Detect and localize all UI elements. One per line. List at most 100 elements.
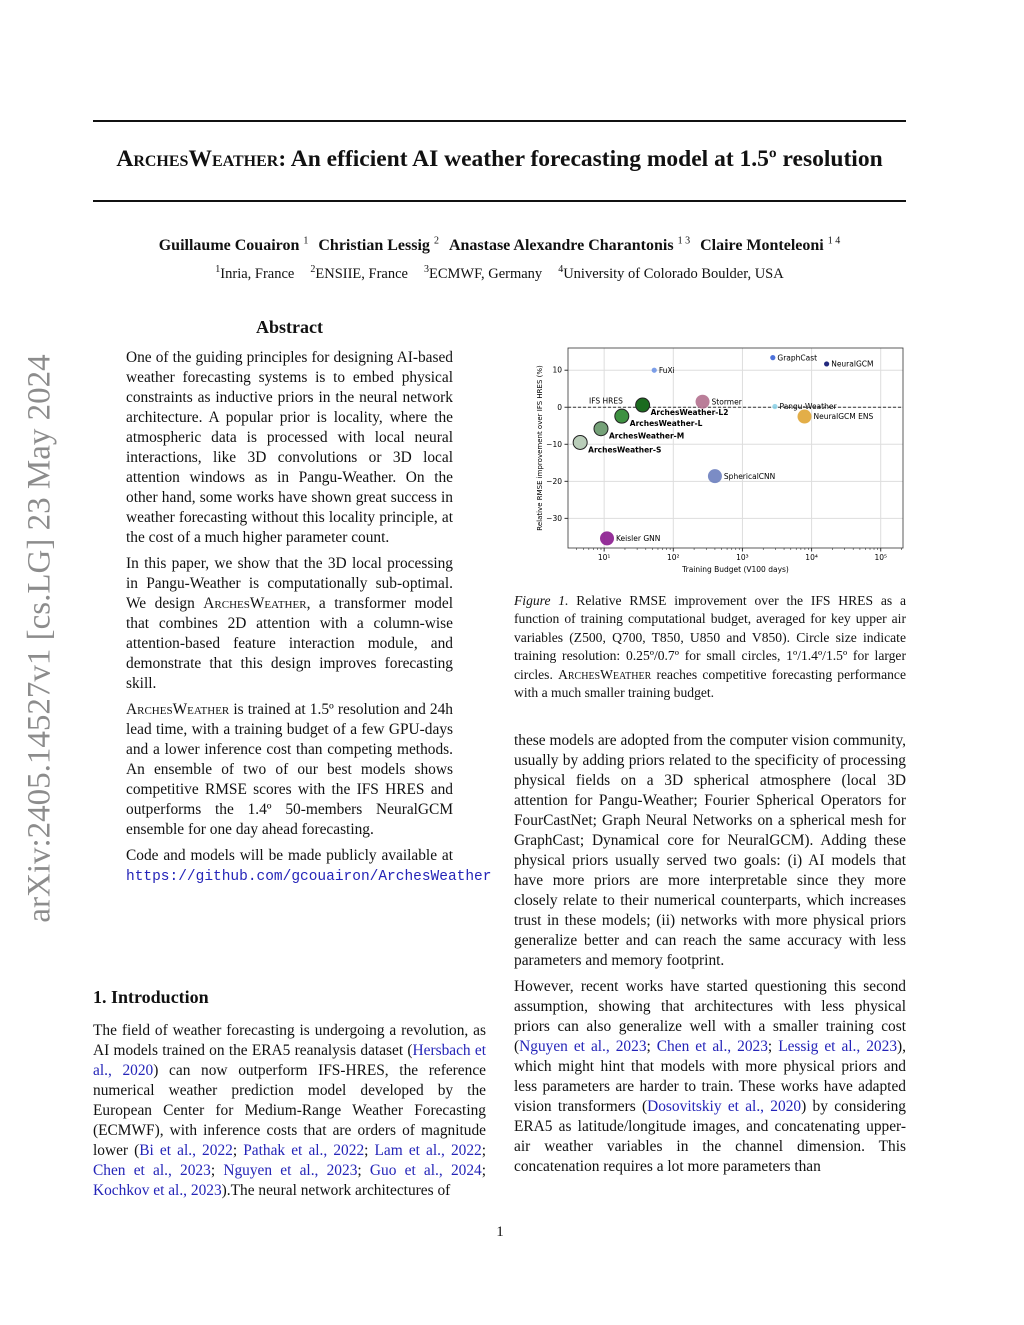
- model-name: ArchesWeather: [203, 595, 307, 612]
- data-point: [797, 409, 812, 424]
- arxiv-stamp: arXiv:2405.14527v1 [cs.LG] 23 May 2024: [21, 354, 58, 923]
- point-label: NeuralGCM: [831, 360, 873, 369]
- citation-link[interactable]: Nguyen et al., 2023: [519, 1038, 647, 1055]
- figure-label: Figure 1.: [514, 593, 569, 608]
- citation-link[interactable]: Kochkov et al., 2023: [93, 1182, 222, 1199]
- author: Christian Lessig 2: [318, 236, 439, 255]
- paper-title: ArchesWeather: An efficient AI weather f…: [93, 146, 906, 173]
- point-label: Stormer: [712, 397, 743, 406]
- citation-link[interactable]: Guo et al., 2024: [369, 1162, 482, 1179]
- citation-link[interactable]: Chen et al., 2023: [93, 1162, 211, 1179]
- paragraph: these models are adopted from the comput…: [514, 731, 906, 971]
- affiliation: 4University of Colorado Boulder, USA: [558, 264, 784, 282]
- x-tick-label: 10⁴: [805, 553, 818, 562]
- data-point: [695, 394, 710, 409]
- text-run: ) by considering ERA5 as latitude/longit…: [514, 1098, 906, 1175]
- x-tick-label: 10⁵: [874, 553, 887, 562]
- y-tick-label: 10: [552, 366, 562, 375]
- affiliation-list: 1Inria, France 2ENSIIE, France 3ECMWF, Ger…: [93, 264, 906, 283]
- text-run: ;: [481, 1162, 487, 1179]
- citation-link[interactable]: Dosovitskiy et al., 2020: [647, 1098, 802, 1115]
- data-point: [572, 434, 588, 450]
- citation-link[interactable]: Lessig et al., 2023: [778, 1038, 898, 1055]
- citation-link[interactable]: Pathak et al., 2022: [243, 1142, 365, 1159]
- affiliation-text: ENSIIE, France: [315, 265, 408, 282]
- author: Guillaume Couairon 1: [159, 236, 309, 254]
- paragraph: Code and models will be made publicly av…: [126, 846, 491, 887]
- point-label: FuXi: [659, 366, 675, 375]
- author: Anastase Alexandre Charantonis 1 3: [448, 236, 691, 255]
- citation-link[interactable]: Hersbach et al., 2020: [93, 1042, 486, 1079]
- text-run: The field of weather forecasting is unde…: [93, 1022, 486, 1059]
- affiliation-number: 1: [215, 264, 221, 275]
- point-label: Keisler GNN: [616, 534, 660, 543]
- text-run: In this paper, we show that the 3D local…: [126, 555, 453, 612]
- right-column-body: these models are adopted from the comput…: [514, 731, 906, 1183]
- affiliation-number: 3: [423, 264, 429, 275]
- code-url-link[interactable]: https://github.com/gcouairon/ArchesWeath…: [126, 869, 492, 885]
- text-run: ;: [481, 1142, 487, 1159]
- text-run: Code and models will be made publicly av…: [126, 847, 453, 864]
- author-affiliation: 2: [433, 236, 439, 247]
- y-tick-label: −20: [546, 477, 562, 486]
- author-name: Anastase Alexandre Charantonis: [448, 237, 674, 255]
- caption-text: Relative RMSE improvement over the IFS H…: [514, 593, 906, 700]
- model-name: ArchesWeather: [126, 701, 230, 718]
- paragraph: ArchesWeather is trained at 1.5º resolut…: [126, 700, 453, 840]
- data-point: [770, 355, 776, 361]
- point-label: GraphCast: [777, 353, 817, 362]
- x-tick-label: 10²: [667, 553, 680, 562]
- affiliation: 1Inria, France: [215, 264, 295, 282]
- citation-link[interactable]: Bi et al., 2022: [139, 1142, 233, 1159]
- text-run: Relative RMSE improvement over the IFS H…: [514, 593, 906, 682]
- data-point: [772, 403, 778, 410]
- author: Claire Monteleoni 1 4: [700, 236, 841, 255]
- x-axis-label: Training Budget (V100 days): [681, 565, 789, 574]
- author-affiliation: 1 4: [827, 236, 841, 247]
- top-rule: [93, 120, 906, 122]
- x-tick-label: 10¹: [598, 553, 611, 562]
- citation-link[interactable]: Chen et al., 2023: [656, 1038, 768, 1055]
- point-label: ArchesWeather-S: [588, 445, 661, 454]
- paragraph: One of the guiding principles for design…: [126, 348, 453, 548]
- point-label: ArchesWeather-L2: [651, 408, 729, 417]
- affiliation-number: 4: [558, 264, 564, 275]
- data-point: [600, 531, 615, 546]
- plot-frame: [567, 347, 904, 549]
- author-affiliation: 1 3: [677, 236, 691, 247]
- data-point: [614, 408, 630, 424]
- text-run: ) can now outperform IFS-HRES, the refer…: [93, 1062, 486, 1159]
- text-run: ;: [646, 1038, 657, 1055]
- affiliation-text: Inria, France: [220, 265, 295, 282]
- figure-caption: Figure 1. Relative RMSE improvement over…: [514, 592, 906, 702]
- text-run: ).The neural network architectures of: [221, 1182, 451, 1199]
- text-run: these models are adopted from the comput…: [514, 732, 906, 969]
- text-run: ;: [210, 1162, 224, 1179]
- data-point: [651, 367, 657, 373]
- y-tick-label: −10: [546, 440, 562, 449]
- citation-link[interactable]: Nguyen et al., 2023: [223, 1162, 358, 1179]
- author-list: Guillaume Couairon 1 Christian Lessig 2 An…: [93, 236, 906, 255]
- text-run: However, recent works have started quest…: [514, 978, 906, 1055]
- title-name: ArchesWeather: [116, 146, 279, 172]
- text-run: One of the guiding principles for design…: [126, 349, 453, 546]
- abstract-heading: Abstract: [256, 317, 323, 337]
- bottom-rule: [93, 200, 906, 202]
- citation-link[interactable]: Lam et al., 2022: [374, 1142, 482, 1159]
- point-label: NeuralGCM ENS: [814, 412, 874, 421]
- data-point: [635, 397, 651, 413]
- text-run: ;: [364, 1142, 375, 1159]
- text-run: ;: [767, 1038, 779, 1055]
- paragraph: In this paper, we show that the 3D local…: [126, 554, 453, 694]
- point-label: Pangu-Weather: [780, 402, 838, 411]
- text-run: is trained at 1.5º resolution and 24h le…: [126, 701, 453, 838]
- text-run: ), which might hint that models with mor…: [514, 1038, 906, 1115]
- author-name: Christian Lessig: [318, 237, 430, 255]
- affiliation-number: 2: [310, 264, 316, 275]
- author-affiliation: 1: [303, 236, 309, 247]
- text-run: reaches competitive forecasting performa…: [514, 666, 906, 701]
- title-rest: : An efficient AI weather forecasting mo…: [278, 146, 883, 172]
- point-label: SphericalCNN: [724, 472, 775, 481]
- author-name: Claire Monteleoni: [700, 237, 824, 255]
- x-tick-label: 10³: [736, 553, 749, 562]
